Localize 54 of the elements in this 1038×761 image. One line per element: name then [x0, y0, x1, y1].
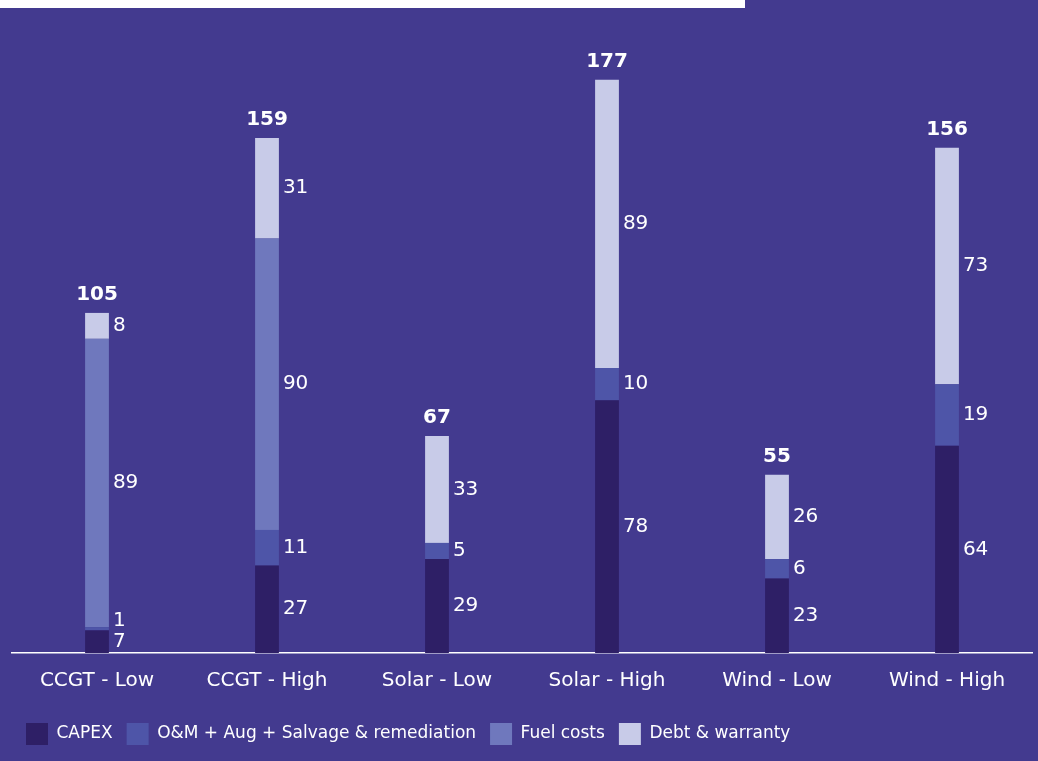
legend-label: CAPEX: [56, 722, 113, 743]
data-label: 6: [792, 554, 806, 579]
bar: [595, 367, 619, 401]
total-label: 55: [763, 443, 791, 468]
x-tick-label: Solar - Low: [381, 667, 493, 692]
legend-label: O&M + Aug + Salvage & remediation: [157, 722, 477, 743]
data-label: 10: [622, 370, 649, 395]
data-label: 89: [622, 210, 649, 235]
bar: [255, 238, 279, 530]
data-label: 33: [452, 475, 479, 500]
data-label: 78: [622, 512, 649, 537]
bar: [255, 138, 279, 239]
data-label: 89: [112, 469, 139, 494]
data-label: 73: [962, 252, 989, 277]
bar: [935, 445, 959, 653]
bar: [85, 338, 109, 628]
data-label: 5: [452, 537, 466, 562]
bar: [255, 529, 279, 566]
total-label: 159: [246, 106, 288, 131]
x-tick-label: Solar - High: [548, 667, 666, 692]
bar: [765, 578, 789, 653]
data-label: 27: [282, 595, 309, 620]
x-tick-label: Wind - High: [888, 667, 1006, 692]
x-tick-label: Wind - Low: [722, 667, 832, 692]
data-label: 19: [962, 401, 989, 426]
total-label: 67: [423, 404, 451, 429]
data-label: 23: [792, 601, 819, 626]
legend-label: Debt & warranty: [649, 722, 791, 743]
total-label: 105: [76, 281, 118, 306]
total-label: 156: [926, 115, 968, 140]
bar: [935, 384, 959, 446]
bar: [85, 627, 109, 631]
x-tick-label: CCGT - Low: [39, 667, 155, 692]
bar: [425, 542, 449, 560]
data-label: 26: [792, 503, 819, 528]
total-label: 177: [586, 47, 628, 72]
data-label: 29: [452, 592, 479, 617]
bar: [765, 559, 789, 579]
bar: [425, 559, 449, 653]
data-label: 31: [282, 174, 309, 199]
data-label: 11: [282, 533, 309, 558]
x-tick-label: CCGT - High: [206, 667, 328, 692]
bar: [425, 435, 449, 543]
bar: [255, 565, 279, 653]
bar: [85, 630, 109, 653]
data-label: 90: [282, 370, 309, 395]
data-label: 8: [112, 312, 126, 337]
bar: [595, 400, 619, 653]
bar: [765, 474, 789, 560]
bar: [935, 147, 959, 385]
bar: [595, 79, 619, 368]
bar: [85, 312, 109, 339]
data-label: 64: [962, 535, 989, 560]
legend-label: Fuel costs: [520, 722, 606, 743]
